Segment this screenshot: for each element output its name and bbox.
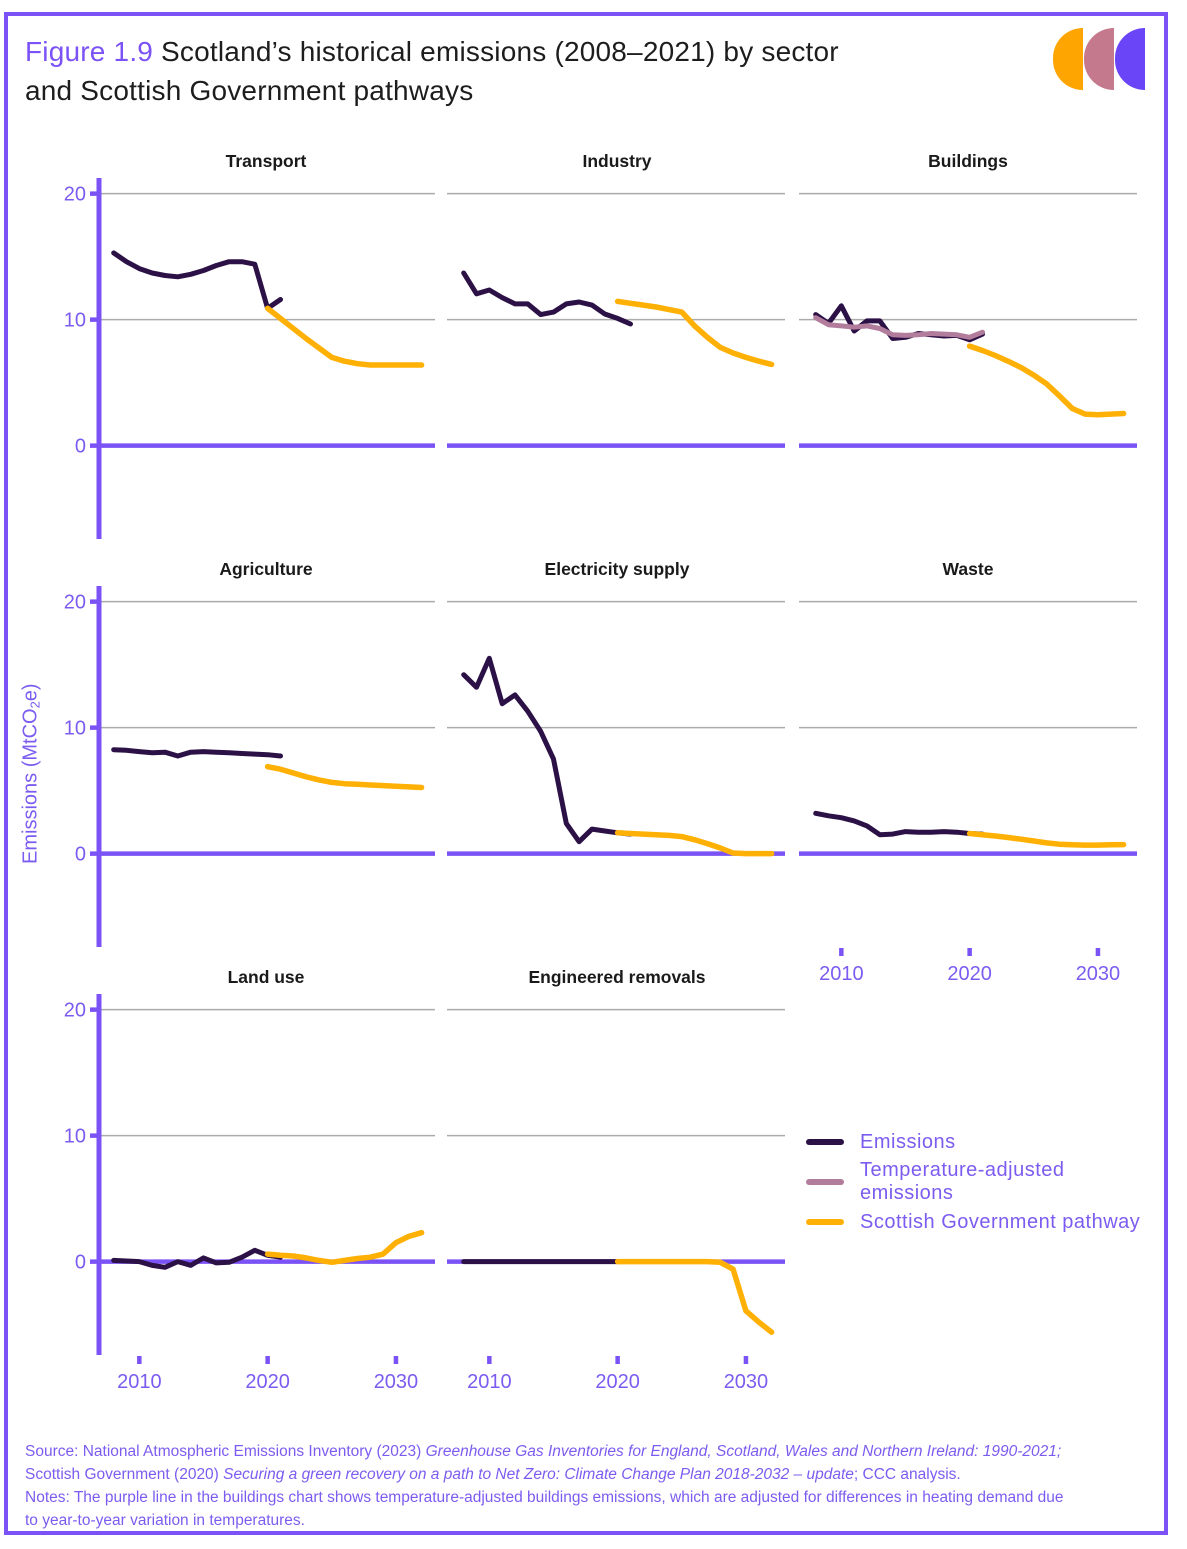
logo-crescent-orange — [1053, 28, 1083, 90]
figure-title-text: Scotland’s historical emissions (2008–20… — [153, 36, 839, 67]
y-tick-label: 20 — [64, 184, 86, 206]
y-axis-label: Emissions (MtCO2e) — [19, 683, 43, 864]
figure-title: Figure 1.9 Scotland’s historical emissio… — [25, 32, 839, 110]
y-tick-label: 10 — [64, 718, 86, 740]
panel-industry: Industry — [447, 146, 787, 544]
x-tick-label: 2020 — [245, 1371, 289, 1393]
series-pathway — [614, 298, 775, 368]
temp-adjusted-line-swatch — [806, 1179, 844, 1185]
legend-label-pathway: Scottish Government pathway — [860, 1210, 1141, 1233]
footer-line: Scottish Government (2020) Securing a gr… — [25, 1466, 961, 1483]
y-tick-label: 0 — [75, 436, 86, 458]
panel-title-industry: Industry — [582, 151, 652, 171]
series-pathway — [966, 343, 1127, 418]
emissions-line-swatch — [806, 1139, 844, 1145]
series-emissions — [813, 810, 985, 838]
panel-title-waste: Waste — [942, 559, 994, 579]
charts-row-2: Agriculture 20 10 0 Electricity supply Was… — [57, 554, 1147, 985]
panel-engineered-removals: Engineered removals 2010 2020 2030 — [447, 962, 787, 1400]
panel-title-transport: Transport — [225, 151, 307, 171]
y-tick-label: 10 — [64, 310, 86, 332]
logo-crescent-purple — [1115, 28, 1145, 90]
ccc-logo — [1053, 28, 1145, 90]
panel-title-electricity-supply: Electricity supply — [544, 559, 690, 579]
y-tick-label: 10 — [64, 1126, 86, 1148]
y-tick-label: 0 — [75, 1252, 86, 1274]
series-temp_adjusted — [813, 315, 985, 340]
legend-item-emissions: Emissions — [806, 1122, 1164, 1162]
plot-area: 20 10 0 — [64, 178, 435, 539]
x-tick-label: 2020 — [595, 1371, 640, 1393]
charts-row-1: Transport 20 10 0 Industry Buildings — [57, 146, 1147, 554]
footer-line: to year-to-year variation in temperature… — [25, 1512, 305, 1529]
x-tick-label: 2010 — [819, 963, 864, 985]
plot-area: 20 10 0 — [64, 586, 435, 947]
panel-land-use: Land use 20 10 0 2010 2020 2030 — [57, 962, 435, 1400]
y-tick-label: 20 — [64, 1000, 86, 1022]
panel-title-agriculture: Agriculture — [219, 559, 313, 579]
series-emissions — [461, 655, 633, 845]
panel-agriculture: Agriculture 20 10 0 — [57, 554, 435, 952]
x-tick-label: 2020 — [947, 963, 992, 985]
footer-line: Notes: The purple line in the buildings … — [25, 1489, 1064, 1506]
source-and-notes: Source: National Atmospheric Emissions I… — [25, 1440, 1150, 1532]
series-pathway — [264, 305, 425, 368]
x-tick-label: 2030 — [374, 1371, 419, 1393]
panel-electricity-supply: Electricity supply — [447, 554, 787, 952]
panel-title-land-use: Land use — [227, 967, 305, 987]
panel-waste: Waste 2010 2020 2030 — [799, 554, 1137, 992]
series-emissions — [111, 1247, 283, 1270]
panel-buildings: Buildings — [799, 146, 1137, 544]
x-tick-label: 2030 — [1076, 963, 1121, 985]
plot-area — [799, 192, 1137, 448]
series-pathway — [264, 1229, 425, 1266]
plot-area — [447, 192, 785, 448]
series-emissions — [111, 250, 283, 311]
plot-area: 2010 2020 2030 — [447, 1008, 785, 1393]
pathway-line-swatch — [806, 1219, 844, 1225]
y-tick-label: 0 — [75, 844, 86, 866]
figure-title-line2: and Scottish Government pathways — [25, 75, 474, 106]
footer-line: Source: National Atmospheric Emissions I… — [25, 1443, 1062, 1460]
series-emissions — [111, 747, 283, 759]
legend-label-emissions: Emissions — [860, 1130, 956, 1153]
x-tick-label: 2010 — [467, 1371, 512, 1393]
legend: Emissions Temperature-adjusted emissions… — [806, 1122, 1164, 1242]
plot-area: 2010 2020 2030 — [799, 600, 1137, 985]
panel-title-buildings: Buildings — [928, 151, 1008, 171]
y-tick-label: 20 — [64, 592, 86, 614]
panel-transport: Transport 20 10 0 — [57, 146, 435, 544]
series-pathway — [614, 830, 775, 857]
series-pathway — [966, 830, 1127, 848]
charts-row-3: Land use 20 10 0 2010 2020 2030 Engineered re… — [57, 962, 1147, 1393]
legend-item-temp-adjusted: Temperature-adjusted emissions — [806, 1159, 1164, 1204]
series-emissions — [461, 270, 633, 327]
panel-title-engineered-removals: Engineered removals — [528, 967, 706, 987]
plot-area — [447, 600, 785, 857]
x-tick-label: 2010 — [117, 1371, 161, 1393]
figure-number: Figure 1.9 — [25, 36, 154, 67]
series-pathway — [614, 1258, 775, 1335]
x-tick-label: 2030 — [724, 1371, 769, 1393]
logo-crescent-mauve — [1084, 28, 1114, 90]
charts-grid: Transport 20 10 0 Industry Buildings Agric… — [57, 146, 1147, 1393]
legend-item-pathway: Scottish Government pathway — [806, 1202, 1164, 1242]
series-pathway — [264, 763, 425, 791]
legend-label-temp-adjusted: Temperature-adjusted emissions — [860, 1159, 1065, 1204]
figure-frame: Figure 1.9 Scotland’s historical emissio… — [4, 12, 1168, 1535]
